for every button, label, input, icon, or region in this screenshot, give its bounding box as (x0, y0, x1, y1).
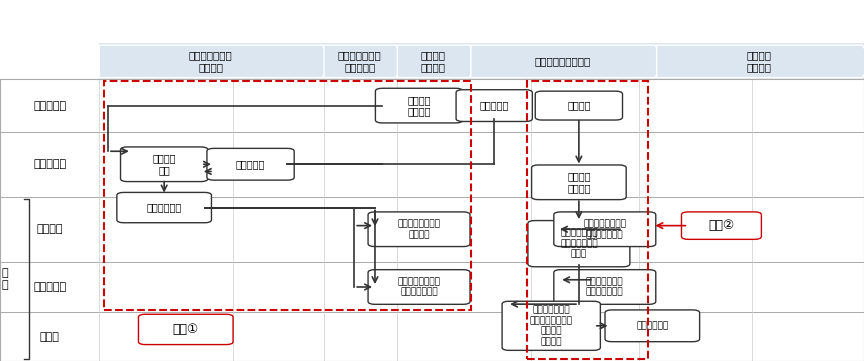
Bar (99, 43, 752, 79)
Text: 運転速度
曲線作成: 運転速度 曲線作成 (567, 171, 591, 193)
FancyBboxPatch shape (531, 165, 626, 200)
PathPatch shape (324, 45, 406, 78)
FancyBboxPatch shape (117, 192, 212, 223)
FancyBboxPatch shape (206, 148, 294, 180)
Text: 運行状況
乗降状況: 運行状況 乗降状況 (407, 95, 431, 116)
FancyBboxPatch shape (536, 91, 622, 120)
FancyBboxPatch shape (375, 88, 463, 123)
Text: 輸送実績
集計: 輸送実績 集計 (152, 153, 176, 175)
PathPatch shape (471, 45, 665, 78)
FancyBboxPatch shape (682, 212, 761, 239)
PathPatch shape (657, 45, 864, 78)
Text: 収入増加: 収入増加 (36, 224, 63, 234)
Text: 車両最適化による
運行コスト削減: 車両最適化による 運行コスト削減 (397, 277, 441, 297)
Text: 効果②: 効果② (708, 219, 734, 232)
Text: 環境への配慮: 環境への配慮 (636, 321, 669, 330)
Text: ドライバーへの
フィードバックと
安全運転
意識向上: ドライバーへの フィードバックと 安全運転 意識向上 (530, 306, 573, 346)
Text: アフター
サービス: アフター サービス (747, 51, 772, 72)
Text: 事故減少による
任意保険料削減: 事故減少による 任意保険料削減 (586, 277, 624, 297)
Text: 販売・サービス提供: 販売・サービス提供 (535, 56, 591, 66)
Text: 効果①: 効果① (173, 323, 199, 336)
Text: 位置情報: 位置情報 (567, 101, 591, 110)
Text: ダイヤ最適化: ダイヤ最適化 (147, 203, 181, 213)
Text: その他: その他 (40, 332, 60, 342)
FancyBboxPatch shape (554, 212, 656, 247)
Bar (527, 81, 648, 359)
Text: 効
果: 効 果 (1, 268, 8, 290)
Text: データ発生: データ発生 (33, 101, 67, 110)
Bar (104, 81, 471, 310)
FancyBboxPatch shape (368, 212, 470, 247)
Text: 商品・サービス
企画開発: 商品・サービス 企画開発 (189, 51, 232, 72)
Bar (0, 79, 864, 361)
FancyBboxPatch shape (368, 270, 470, 304)
FancyBboxPatch shape (120, 147, 207, 182)
Bar (752, 43, 864, 79)
Text: 販売計画
販売促進: 販売計画 販売促進 (421, 51, 446, 72)
Text: 最適運転モデル
作成、実際との
差分析: 最適運転モデル 作成、実際との 差分析 (560, 229, 598, 258)
FancyBboxPatch shape (502, 301, 600, 350)
FancyBboxPatch shape (554, 270, 656, 304)
Text: ニーズ把握: ニーズ把握 (236, 159, 265, 169)
FancyBboxPatch shape (605, 310, 700, 342)
Text: コスト削減: コスト削減 (33, 282, 67, 292)
PathPatch shape (397, 45, 480, 78)
PathPatch shape (99, 45, 333, 78)
Text: 運転最適化による
運行コスト削減: 運転最適化による 運行コスト削減 (583, 219, 626, 239)
Text: アンケート: アンケート (480, 101, 509, 110)
FancyBboxPatch shape (456, 90, 532, 121)
FancyBboxPatch shape (528, 221, 630, 267)
FancyBboxPatch shape (138, 314, 233, 344)
Text: 利便性拡大による
集客増加: 利便性拡大による 集客増加 (397, 219, 441, 239)
Text: 商品・サービス
生産・流通: 商品・サービス 生産・流通 (338, 51, 382, 72)
Text: データ分析: データ分析 (33, 159, 67, 169)
